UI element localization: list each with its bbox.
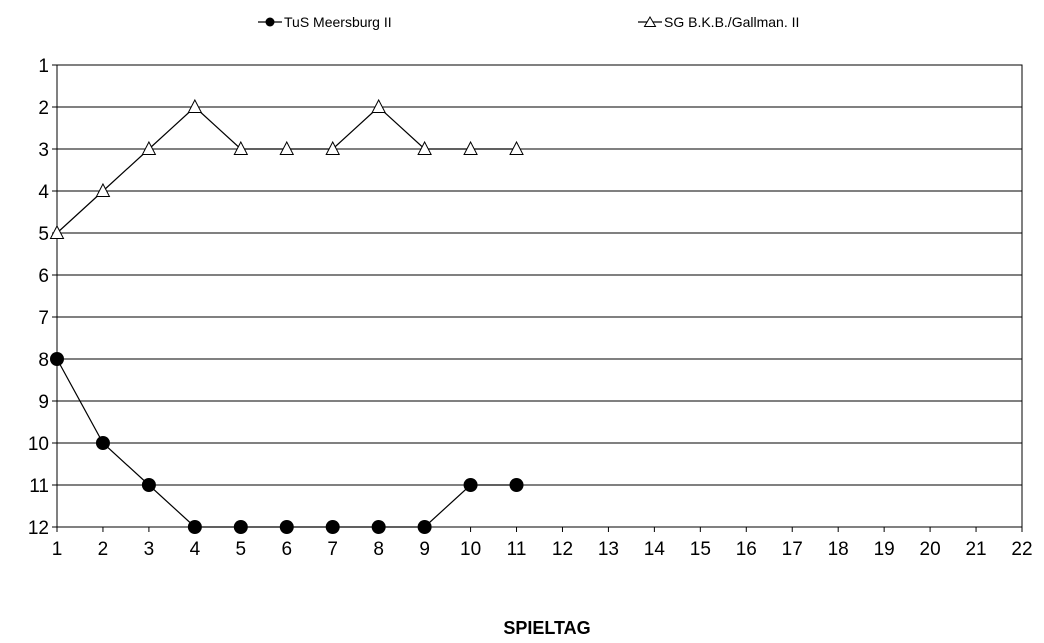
x-tick-label: 19	[874, 539, 895, 560]
x-tick-label: 9	[419, 539, 430, 560]
data-point	[325, 520, 340, 534]
data-point	[141, 140, 157, 155]
x-tick-label: 20	[920, 539, 941, 560]
series-0	[50, 352, 524, 534]
data-point	[95, 182, 111, 197]
x-tick-label: 17	[782, 539, 803, 560]
data-point	[233, 520, 248, 534]
data-point	[279, 520, 294, 534]
legend-label: SG B.K.B./Gallman. II	[664, 14, 799, 30]
legend-marker-open-triangle	[643, 16, 657, 27]
y-tick-label: 12	[28, 518, 49, 539]
data-point	[141, 478, 156, 492]
data-point	[187, 98, 203, 113]
y-tick-label: 9	[38, 392, 49, 413]
x-tick-label: 2	[98, 539, 109, 560]
x-tick-label: 10	[460, 539, 481, 560]
legend-label: TuS Meersburg II	[284, 14, 392, 30]
x-axis: 1 2 3 4 5 6 7 8 9 10 11 12 13 14 15 16 17 18 19 20 21 22	[52, 527, 1033, 560]
x-tick-label: 5	[236, 539, 247, 560]
y-tick-label: 10	[28, 434, 49, 455]
data-point	[463, 140, 478, 155]
x-tick-label: 16	[736, 539, 757, 560]
x-tick-label: 12	[552, 539, 573, 560]
y-tick-label: 3	[38, 140, 49, 161]
x-tick-label: 6	[281, 539, 292, 560]
legend-entry-tus-meersburg: TuS Meersburg II	[258, 14, 392, 30]
legend-marker-filled-circle	[265, 17, 275, 27]
gridlines	[57, 64, 1022, 528]
data-point	[233, 140, 249, 155]
data-point	[463, 478, 478, 492]
x-tick-label: 8	[373, 539, 384, 560]
x-tick-label: 22	[1011, 539, 1032, 560]
data-point	[509, 140, 524, 155]
x-tick-label: 13	[598, 539, 619, 560]
data-point	[509, 478, 524, 492]
data-point	[371, 520, 386, 534]
series-layer	[49, 98, 524, 534]
legend: TuS Meersburg II SG B.K.B./Gallman. II	[258, 14, 799, 30]
y-tick-label: 4	[38, 182, 49, 203]
x-tick-label: 21	[965, 539, 986, 560]
data-point	[279, 140, 295, 155]
data-point	[50, 352, 64, 366]
y-tick-label: 8	[38, 350, 49, 371]
data-point	[49, 224, 65, 239]
x-axis-title: SPIELTAG	[503, 618, 590, 638]
x-tick-label: 7	[327, 539, 338, 560]
x-tick-label: 18	[828, 539, 849, 560]
data-point	[417, 140, 432, 155]
data-point	[371, 98, 386, 113]
y-tick-label: 1	[38, 56, 49, 77]
data-point	[325, 140, 341, 155]
x-tick-label: 14	[644, 539, 666, 560]
data-point	[187, 520, 202, 534]
x-tick-label: 4	[190, 539, 201, 560]
x-tick-label: 11	[507, 539, 527, 560]
y-tick-label: 2	[38, 98, 49, 119]
y-tick-label: 11	[29, 476, 49, 497]
series-1	[49, 98, 524, 239]
x-tick-label: 15	[690, 539, 711, 560]
plot-frame	[56, 64, 1023, 528]
data-point	[95, 436, 110, 450]
y-tick-label: 6	[38, 266, 49, 287]
legend-entry-sg-bkb: SG B.K.B./Gallman. II	[638, 14, 799, 30]
y-tick-label: 7	[38, 308, 49, 329]
series-line	[56, 106, 517, 234]
y-tick-label: 5	[38, 224, 49, 245]
x-tick-label: 3	[144, 539, 155, 560]
data-point	[417, 520, 432, 534]
x-tick-label: 1	[52, 539, 63, 560]
